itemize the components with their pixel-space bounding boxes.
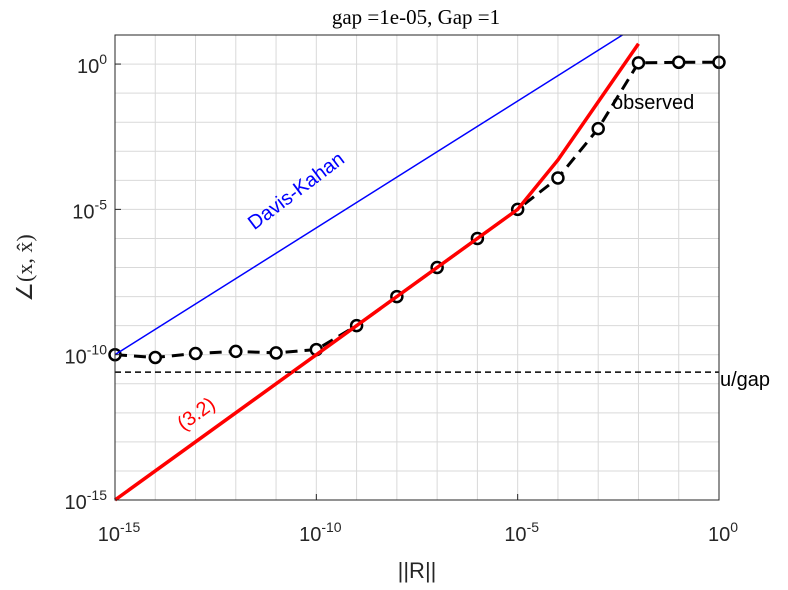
x-tick-label: 10-10	[299, 519, 342, 546]
y-ticks: 10-15 10-10 10-5 100	[65, 51, 121, 514]
x-ticks: 10-15 10-10 10-5 100	[98, 494, 738, 546]
data-point-observed	[591, 121, 605, 136]
annotation-u-gap: u/gap	[720, 369, 770, 391]
x-axis-label: ||R||	[398, 558, 437, 583]
grid	[114, 34, 720, 501]
plot-lines	[108, 34, 726, 502]
x-tick-label: 10-5	[504, 519, 539, 546]
annotation-davis-kahan: Davis-Kahan	[244, 148, 349, 234]
series-line-davis-kahan	[114, 34, 623, 356]
data-point-observed	[229, 344, 243, 359]
data-point-observed	[551, 171, 565, 185]
y-tick-label: 100	[77, 51, 107, 78]
y-axis-label: ∠(x, x̂)	[12, 234, 37, 301]
series-line-3-2	[113, 42, 640, 502]
plot-frame	[114, 34, 720, 501]
chart-title: gap =1e-05, Gap =1	[332, 5, 500, 29]
y-tick-label: 10-10	[65, 342, 108, 369]
y-tick-label: 10-5	[72, 196, 107, 223]
data-point-observed	[148, 350, 163, 365]
data-point-observed	[269, 346, 283, 360]
x-tick-label: 10-15	[98, 519, 141, 546]
data-point-observed	[631, 56, 646, 70]
x-tick-label: 100	[708, 519, 738, 546]
data-point-observed	[188, 346, 203, 361]
y-tick-label: 10-15	[65, 487, 108, 514]
data-point-observed	[671, 55, 686, 70]
annotation-observed: observed	[612, 92, 694, 114]
